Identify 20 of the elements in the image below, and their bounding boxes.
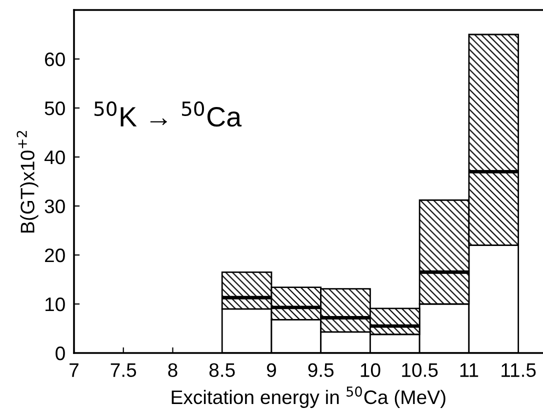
x-tick-label: 7.5 <box>110 363 136 378</box>
x-tick-label: 8.5 <box>209 363 235 378</box>
annotation: $^{50}$K → $^{50}$Ca <box>94 101 242 127</box>
y-axis-title: B(GT)x10$^{+2}$ <box>16 130 38 232</box>
y-tick-label: 40 <box>44 150 65 164</box>
y-tick-label: 20 <box>45 248 65 262</box>
x-tick-label: 9.5 <box>308 363 334 378</box>
y-tick-label: 30 <box>44 199 65 214</box>
y-tick-label: 0 <box>56 346 65 360</box>
y-tick-label: 60 <box>45 52 65 66</box>
x-tick-label: 11 <box>460 363 478 377</box>
x-tick-label: 8 <box>168 363 178 378</box>
x-tick-label: 11.5 <box>502 363 536 378</box>
x-tick-label: 10.5 <box>402 363 438 378</box>
y-tick-label: 10 <box>46 297 65 312</box>
x-axis-title: Excitation energy in $^{50}$Ca (MeV) <box>172 386 446 408</box>
y-tick-label: 50 <box>44 101 65 116</box>
x-tick-label: 10 <box>360 363 380 378</box>
x-tick-label: 7 <box>70 363 78 377</box>
x-tick-label: 9 <box>266 363 276 378</box>
